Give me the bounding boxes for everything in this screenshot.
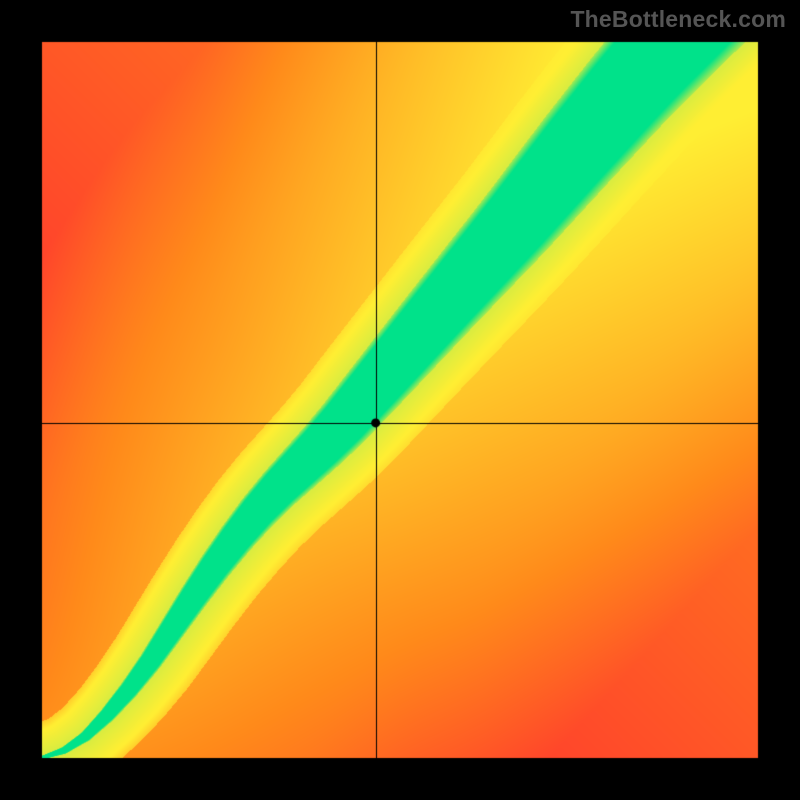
watermark-text: TheBottleneck.com [570,6,786,33]
chart-stage: { "canvas": { "width": 800, "height": 80… [0,0,800,800]
heatmap-canvas [0,0,800,800]
